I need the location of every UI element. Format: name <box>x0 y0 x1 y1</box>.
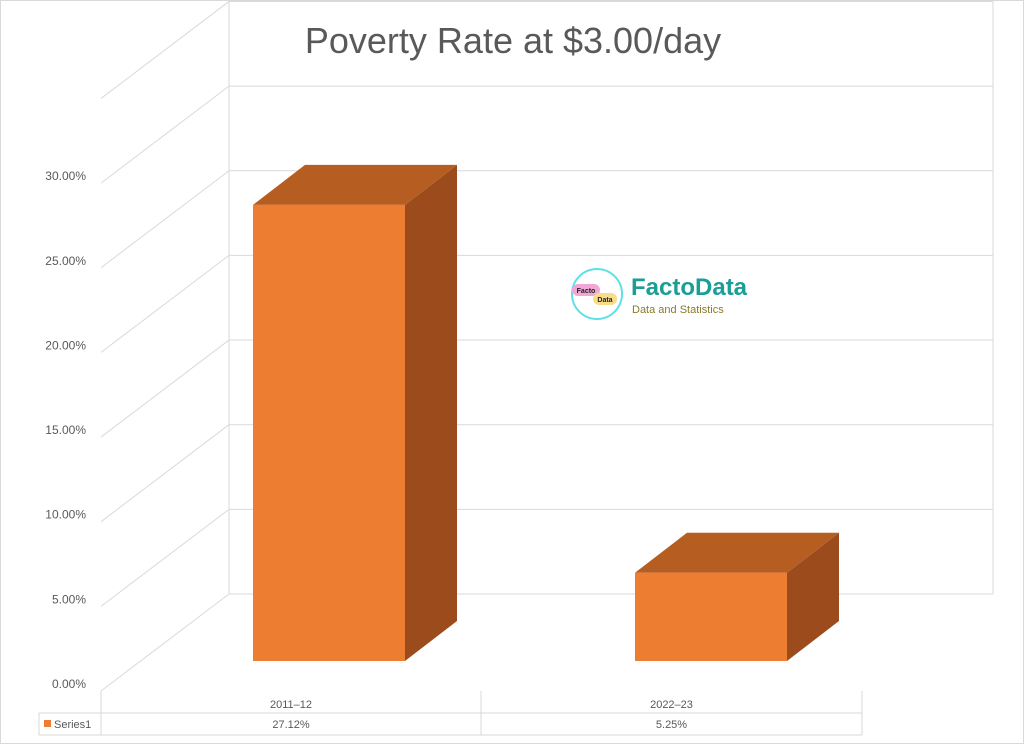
data-label: 5.25% <box>656 719 687 731</box>
data-label: 27.12% <box>272 719 310 731</box>
bar-side <box>405 164 457 661</box>
bar-side <box>787 532 839 661</box>
bar-top <box>253 164 457 205</box>
watermark-brand: FactoData <box>631 274 748 301</box>
y-tick-label: 30.00% <box>45 169 86 183</box>
data-table: 2011–12 27.12% 2022–23 5.25% Series1 <box>38 691 863 736</box>
legend-swatch <box>44 720 51 727</box>
y-tick-label: 0.00% <box>52 677 86 691</box>
y-tick-label: 5.00% <box>52 592 86 606</box>
watermark-badge-bottom <box>593 293 617 305</box>
factodata-watermark: Facto Data FactoData Data and Statistics <box>571 268 748 320</box>
category-label: 2022–23 <box>650 699 693 711</box>
bar-top <box>635 532 839 573</box>
grid-diagonal <box>100 85 230 184</box>
y-tick-label: 25.00% <box>45 254 86 268</box>
grid-diagonal <box>100 508 230 607</box>
bar-2022–23 <box>635 572 787 661</box>
watermark-badge-top-text: Facto <box>577 288 596 295</box>
y-tick-label: 10.00% <box>45 508 86 522</box>
grid-diagonal <box>100 339 230 438</box>
bar-2011–12 <box>253 204 405 661</box>
y-tick-label: 20.00% <box>45 338 86 352</box>
watermark-badge-top <box>572 284 600 296</box>
category-label: 2011–12 <box>270 699 312 711</box>
chart-title: Poverty Rate at $3.00/day <box>305 20 721 61</box>
y-tick-label: 15.00% <box>45 423 86 437</box>
watermark-tagline: Data and Statistics <box>632 304 724 316</box>
grid-diagonal <box>100 593 230 692</box>
grid-diagonal <box>100 424 230 523</box>
grid-diagonal <box>100 1 230 99</box>
grid-diagonal <box>100 255 230 353</box>
legend-label: Series1 <box>54 719 91 731</box>
watermark-badge-bottom-text: Data <box>597 297 612 304</box>
grid-diagonal <box>100 170 230 269</box>
